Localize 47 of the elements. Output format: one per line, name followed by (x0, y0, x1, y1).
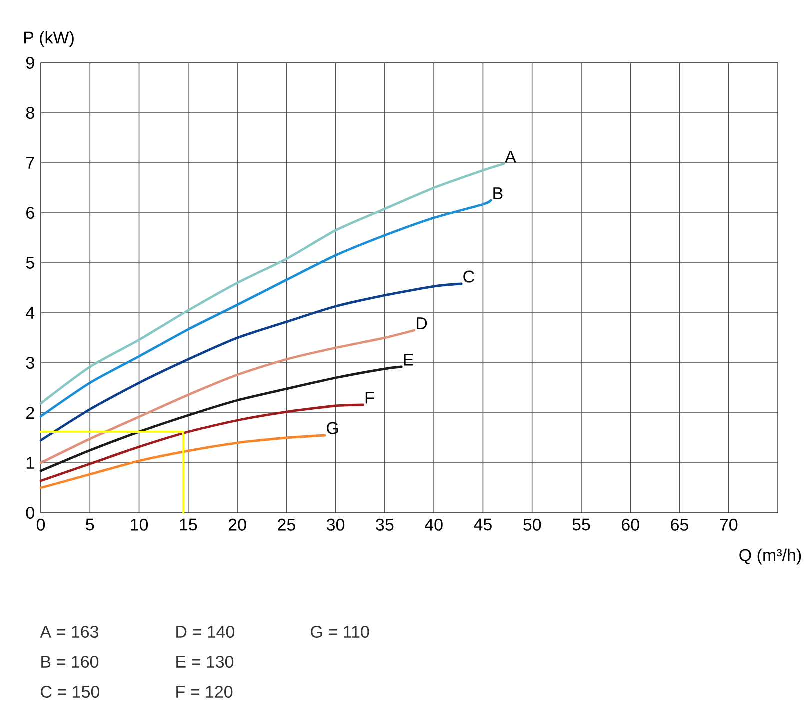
series-label: C (464, 270, 474, 283)
y-tick-label: 4 (26, 307, 35, 319)
x-tick-label: 70 (720, 518, 738, 531)
x-tick-label: 65 (671, 518, 688, 531)
y-tick-label: 5 (26, 257, 34, 269)
text: A = 163 (40, 626, 99, 638)
line-series (40, 404, 365, 482)
line-series (40, 162, 506, 405)
x-tick-label: 10 (131, 518, 148, 531)
series-label: A (505, 151, 516, 163)
text: D = 140 (176, 626, 235, 638)
x-tick-label: 25 (278, 518, 296, 531)
x-tick-label: 20 (228, 518, 246, 531)
y-tick-label: 8 (26, 106, 34, 120)
y-axis-title: P (kW) (24, 31, 74, 48)
text: F = 120 (176, 686, 233, 698)
x-axis-title: Q (m³/h) (740, 548, 802, 565)
x-tick-label: 40 (425, 518, 443, 531)
series-label: E (404, 354, 414, 366)
series-label: F (366, 392, 374, 404)
x-tick-label: 55 (572, 518, 590, 531)
text: E = 130 (176, 656, 234, 668)
x-tick-label: 50 (524, 518, 542, 531)
y-tick-label: 6 (26, 206, 34, 220)
y-tick-label: 1 (26, 457, 34, 469)
text: B = 160 (42, 656, 99, 668)
x-tick-label: 45 (474, 518, 492, 531)
text: C = 150 (41, 686, 100, 698)
x-tick-label: 60 (622, 518, 640, 531)
line-series (40, 434, 326, 490)
line-series (40, 199, 492, 418)
y-tick-label: 7 (26, 157, 34, 169)
x-tick-label: 35 (376, 518, 394, 531)
y-tick-label: 2 (26, 407, 34, 419)
x-tick-label: 0 (36, 518, 46, 531)
x-tick-label: 5 (86, 518, 94, 531)
x-tick-label: 30 (326, 518, 345, 531)
y-tick-label: 9 (26, 56, 34, 70)
line-series (40, 329, 416, 464)
line-series (40, 282, 463, 442)
x-tick-label: 15 (180, 518, 198, 531)
series-label: D (417, 318, 428, 330)
text: G = 110 (311, 626, 370, 638)
line-series (40, 366, 403, 472)
y-tick-label: 0 (26, 506, 34, 520)
y-tick-label: 3 (26, 356, 34, 370)
series-label: B (494, 188, 503, 200)
